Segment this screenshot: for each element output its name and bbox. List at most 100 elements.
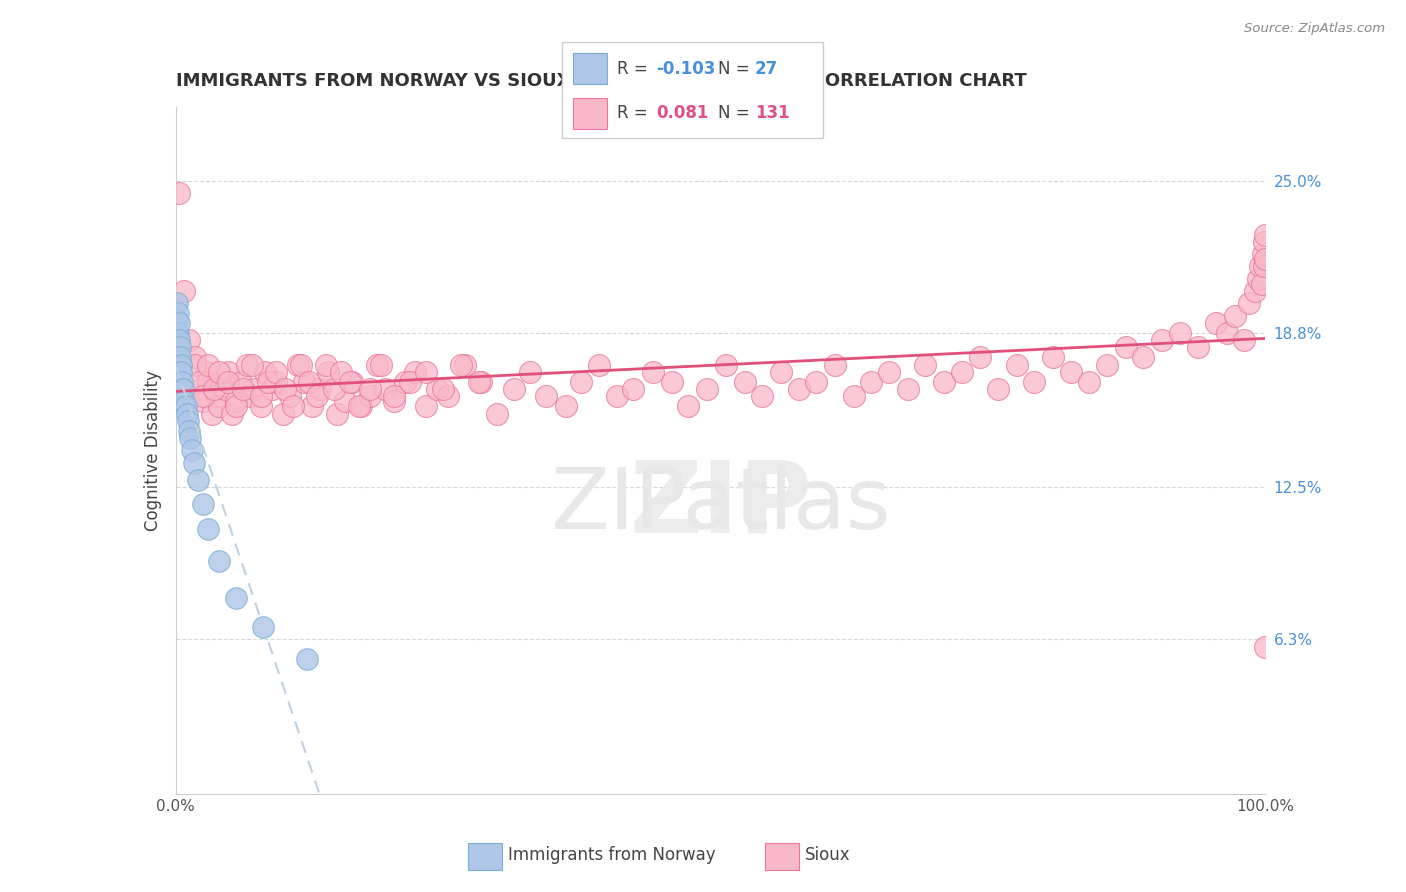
Point — [278, 389, 301, 403]
Point — [205, 389, 228, 403]
Point — [769, 365, 792, 379]
Text: Sioux: Sioux — [806, 847, 851, 864]
Point — [1216, 326, 1239, 340]
Point — [290, 358, 312, 372]
Point — [307, 389, 329, 403]
Point — [1024, 375, 1046, 389]
Point — [519, 365, 541, 379]
Point — [208, 365, 231, 379]
Point — [1253, 260, 1275, 274]
Point — [879, 365, 901, 379]
Point — [359, 389, 381, 403]
Point — [432, 382, 454, 396]
Point — [191, 498, 214, 512]
Point — [1205, 316, 1227, 330]
Point — [554, 400, 576, 414]
Point — [932, 375, 955, 389]
Point — [177, 424, 200, 438]
Point — [195, 365, 218, 379]
Point — [1223, 309, 1246, 323]
Point — [502, 382, 524, 396]
Point — [696, 382, 718, 396]
Bar — [468, 843, 502, 870]
Point — [166, 296, 188, 310]
Point — [450, 358, 472, 372]
Point — [486, 407, 509, 421]
Point — [326, 407, 349, 421]
Point — [987, 382, 1010, 396]
Point — [350, 400, 373, 414]
Point — [170, 365, 193, 379]
Point — [1232, 333, 1256, 347]
Point — [221, 407, 243, 421]
Point — [588, 358, 610, 372]
Point — [176, 407, 198, 421]
Point — [197, 358, 219, 372]
Point — [183, 456, 205, 470]
Point — [197, 375, 219, 389]
Point — [173, 284, 195, 298]
Point — [169, 351, 191, 365]
Point — [254, 365, 277, 379]
Point — [298, 375, 321, 389]
Text: N =: N = — [718, 60, 755, 78]
Point — [405, 365, 427, 379]
Point — [217, 365, 239, 379]
Point — [374, 382, 396, 396]
FancyBboxPatch shape — [562, 42, 823, 138]
Point — [201, 407, 224, 421]
Text: ZIP: ZIP — [628, 457, 813, 554]
Point — [859, 375, 882, 389]
Point — [787, 382, 810, 396]
Point — [191, 394, 214, 409]
Point — [271, 407, 294, 421]
Point — [382, 389, 405, 403]
Point — [824, 358, 846, 372]
Point — [315, 358, 337, 372]
Point — [969, 351, 991, 365]
Point — [394, 375, 416, 389]
Point — [177, 333, 200, 347]
Point — [231, 375, 253, 389]
Point — [1077, 375, 1099, 389]
Point — [274, 382, 297, 396]
Bar — [765, 843, 799, 870]
Point — [232, 382, 254, 396]
Point — [188, 375, 211, 389]
Point — [641, 365, 664, 379]
Point — [359, 382, 381, 396]
Point — [173, 394, 195, 409]
Point — [225, 591, 247, 605]
Point — [167, 186, 190, 200]
Point — [1060, 365, 1083, 379]
Text: -0.103: -0.103 — [657, 60, 716, 78]
Point — [914, 358, 936, 372]
Point — [257, 375, 280, 389]
Point — [217, 375, 239, 389]
Point — [399, 375, 422, 389]
Point — [606, 389, 628, 403]
Text: Immigrants from Norway: Immigrants from Norway — [508, 847, 716, 864]
Point — [188, 382, 211, 396]
Point — [1249, 260, 1271, 274]
Point — [1150, 333, 1173, 347]
Point — [415, 400, 437, 414]
Point — [952, 365, 974, 379]
Point — [240, 358, 263, 372]
Point — [534, 389, 557, 403]
Point — [239, 389, 262, 403]
Point — [1187, 341, 1209, 355]
Point — [166, 313, 188, 327]
Point — [322, 382, 344, 396]
Point — [292, 375, 315, 389]
Point — [382, 394, 405, 409]
Point — [661, 375, 683, 389]
Point — [167, 306, 190, 320]
Point — [453, 358, 475, 372]
Point — [676, 400, 699, 414]
Point — [252, 620, 274, 634]
Point — [333, 394, 356, 409]
Point — [621, 382, 644, 396]
Point — [897, 382, 920, 396]
Point — [186, 473, 209, 487]
